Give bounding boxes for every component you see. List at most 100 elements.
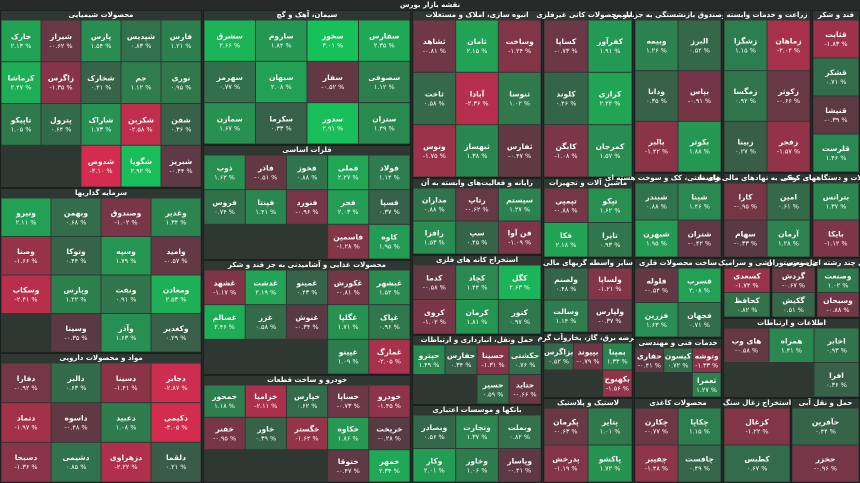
stock-tile [81, 20, 121, 62]
stock-symbol: فروس [212, 198, 237, 207]
stock-tile [603, 343, 632, 370]
stock-change: ۰.۸۸ % [297, 173, 318, 181]
stock-change: -۰.۵۸ % [735, 346, 758, 354]
stock-symbol: ودانا [648, 87, 665, 96]
stock-tile [151, 363, 201, 403]
stock-symbol: سکرما [269, 114, 293, 123]
stock-tile [588, 408, 632, 445]
stock-symbol: ثبهساز [463, 142, 490, 151]
stock-tile [151, 237, 201, 275]
map-title: نقشه بازار بورس [400, 1, 461, 9]
stock-change: ۰.۳۴ % [451, 361, 472, 369]
stock-tile [544, 223, 588, 257]
stock-tile [456, 449, 498, 482]
stock-change: -۰.۹۵ % [213, 435, 236, 443]
stock-change: ۱.۳۷ % [467, 433, 488, 441]
stock-tile [477, 345, 509, 374]
stock-symbol: کرمان [466, 308, 490, 317]
stock-symbol: داسوه [65, 414, 88, 423]
sector-title: لاستیک و پلاستیک [557, 399, 619, 407]
stock-symbol: وتوشه [695, 351, 719, 360]
stock-tile [724, 71, 767, 121]
stock-symbol: فنورد [297, 198, 318, 207]
stock-tile [51, 363, 101, 403]
stock-symbol: وصندوق [111, 208, 142, 217]
sector-title: شرکتهای چند رشته ای صنعتی [786, 259, 860, 267]
stock-tile [477, 375, 509, 404]
stock-change: ۰.۵۸ % [424, 100, 445, 108]
stock-change: ۱.۸۸ % [689, 148, 710, 156]
stock-change: ۰.۸۵ % [66, 463, 87, 471]
stock-symbol: خفنر [214, 425, 234, 434]
stock-change: ۲.۹۱ % [322, 124, 343, 132]
stock-tile [603, 370, 632, 397]
stock-change: ۱.۵۳ % [424, 239, 445, 247]
stock-tile [121, 104, 161, 145]
stock-change: ۱.۳۴ % [166, 218, 187, 226]
stock-tile [328, 155, 369, 190]
stock-tile [813, 20, 859, 58]
stock-tile [204, 270, 245, 305]
stock-symbol: فلوله [646, 276, 666, 285]
stock-change: ۱.۳۸ % [467, 152, 488, 160]
stock-change: ۰.۲۱ % [166, 463, 187, 471]
stock-symbol: زمگسا [734, 87, 758, 96]
stock-symbol: سخوز [321, 32, 344, 41]
stock-change: ۲.۲۷ % [338, 173, 359, 181]
stock-symbol: دتماد [17, 414, 36, 423]
stock-tile [161, 20, 201, 62]
stock-symbol: ونفت [116, 285, 137, 294]
stock-symbol: کزغال [745, 418, 769, 427]
stock-change: ۲.۹۲ % [131, 167, 152, 175]
sector-title: ماشین آلات و تجهیزات [549, 178, 627, 187]
stock-tile [635, 20, 678, 71]
stock-change: -۲.۵۸ % [129, 125, 152, 133]
stock-symbol: وتوکا [66, 247, 86, 256]
sector-title: محصولات کاغذی [649, 399, 706, 407]
stock-change: -۱.۳۱ % [481, 361, 504, 369]
stock-change: -۱.۵۷ % [777, 148, 800, 156]
stock-symbol: وسبحان [823, 296, 853, 305]
stock-tile [245, 155, 286, 190]
stock-change: ۱.۲۶ % [646, 46, 667, 54]
stock-tile [41, 104, 81, 145]
stock-symbol: تپمپی [555, 196, 577, 205]
stock-change: -۰.۹۶ % [814, 465, 837, 473]
sector-title: بانکها و موسسات اعتباری [432, 406, 522, 414]
stock-change: ۱.۸۶ % [338, 435, 359, 443]
stock-symbol: وپاسار [506, 456, 532, 465]
stock-tile [498, 72, 541, 125]
stock-tile [544, 72, 588, 125]
stock-tile [204, 385, 245, 417]
stock-change: -۰.۹۱ % [688, 97, 711, 105]
stock-change: -۱.۳۳ % [695, 361, 718, 369]
stock-change: ۲.۰۳ % [338, 208, 359, 216]
stock-tile [678, 220, 721, 257]
stock-tile [635, 268, 678, 302]
stock-change: -۰.۳۹ % [824, 116, 847, 124]
stock-tile [678, 445, 721, 482]
stock-tile [413, 125, 456, 177]
stock-tile [498, 265, 541, 299]
sector-title: ماشین آلات و دستگاههای برقی [782, 173, 860, 182]
stock-symbol: فولاد [380, 163, 399, 172]
stock-change: ۱.۳۳ % [607, 358, 628, 366]
stock-tile [678, 408, 721, 445]
stock-tile [369, 305, 410, 339]
stock-tile [41, 62, 81, 103]
stock-symbol: غشهد [214, 278, 236, 287]
stock-symbol: سدور [321, 114, 343, 123]
stock-tile [51, 314, 101, 352]
stock-change: ۱.۰۸ % [116, 424, 137, 432]
sector-title: مواد و محصولات دارویی [59, 354, 142, 362]
stock-symbol: خساپا [337, 392, 359, 401]
sector-title: خدمات فنی و مهندسی [638, 339, 717, 347]
stock-symbol: دسبحا [15, 453, 38, 462]
stock-change: -۰.۵۲ % [321, 83, 344, 91]
stock-symbol: رتاپ [468, 196, 486, 205]
stock-tile [767, 71, 810, 121]
stock-tile [369, 190, 410, 224]
stock-change: -۰.۴۷ % [508, 152, 531, 160]
stock-change: ۱.۱۵ % [735, 46, 756, 54]
stock-tile [767, 183, 810, 220]
